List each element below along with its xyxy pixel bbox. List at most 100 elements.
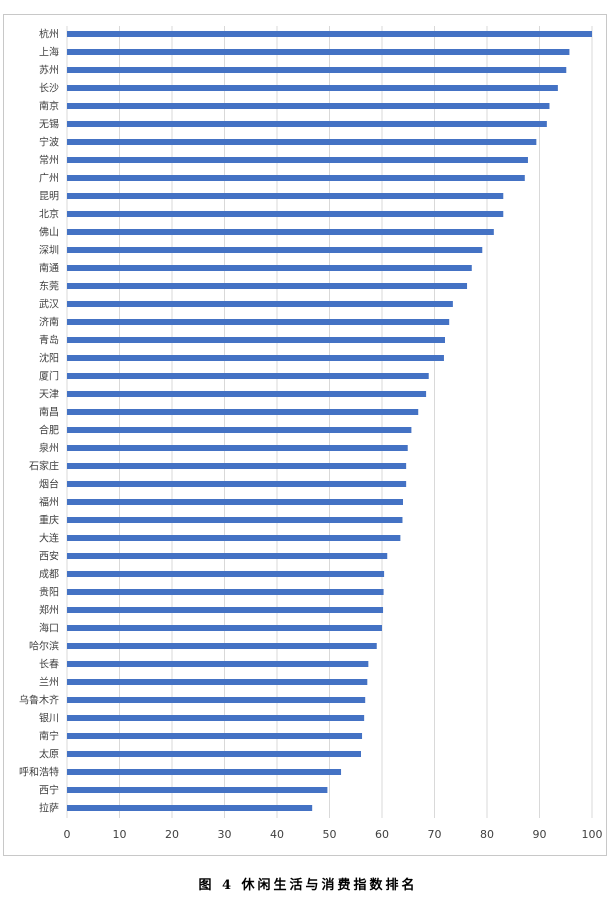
- bar-19: [67, 373, 429, 379]
- category-label: 贵阳: [39, 586, 59, 599]
- bar-36: [67, 679, 368, 685]
- category-label: 宁波: [39, 136, 59, 149]
- category-label: 长沙: [39, 83, 59, 95]
- category-label: 重庆: [39, 514, 59, 527]
- figure-caption: 图 4 休闲生活与消费指数排名: [198, 878, 418, 893]
- x-tick-label: 60: [375, 828, 389, 841]
- category-label: 烟台: [39, 478, 59, 491]
- category-label: 佛山: [39, 226, 59, 239]
- bar-31: [67, 589, 384, 595]
- bar-5: [67, 121, 547, 127]
- bar-14: [67, 283, 468, 289]
- x-tick-label: 40: [270, 828, 284, 841]
- bar-10: [67, 211, 504, 217]
- category-label: 长春: [39, 659, 59, 671]
- bar-4: [67, 103, 550, 109]
- bar-30: [67, 571, 385, 577]
- bar-25: [67, 481, 407, 487]
- category-label: 天津: [39, 389, 59, 401]
- category-label: 成都: [39, 569, 59, 581]
- bar-24: [67, 463, 407, 469]
- category-label: 青岛: [39, 334, 59, 347]
- x-tick-label: 80: [480, 828, 494, 841]
- category-label: 哈尔滨: [29, 640, 59, 653]
- category-label: 拉萨: [39, 802, 59, 815]
- bar-32: [67, 607, 384, 613]
- category-label: 福州: [39, 496, 59, 509]
- category-label: 武汉: [39, 298, 59, 311]
- bar-1: [67, 49, 570, 55]
- bar-chart: 杭州上海苏州长沙南京无锡宁波常州广州昆明北京佛山深圳南通东莞武汉济南青岛沈阳厦门…: [19, 26, 603, 841]
- bar-0: [67, 31, 592, 37]
- bar-43: [67, 805, 313, 811]
- bar-39: [67, 733, 363, 739]
- category-label: 南通: [39, 262, 59, 275]
- chart-frame: [3, 14, 607, 856]
- bar-15: [67, 301, 453, 307]
- bar-8: [67, 175, 525, 181]
- category-label: 东莞: [39, 280, 59, 293]
- category-label: 广州: [39, 173, 59, 185]
- category-label: 厦门: [39, 370, 59, 383]
- category-label: 兰州: [39, 676, 59, 689]
- bar-28: [67, 535, 401, 541]
- bar-13: [67, 265, 472, 271]
- category-label: 无锡: [39, 118, 59, 131]
- bar-2: [67, 67, 567, 73]
- x-tick-label: 30: [218, 828, 232, 841]
- category-label: 深圳: [39, 245, 59, 257]
- category-label: 石家庄: [29, 460, 59, 473]
- category-label: 海口: [39, 622, 59, 635]
- bar-38: [67, 715, 365, 721]
- bar-9: [67, 193, 504, 199]
- category-label: 常州: [39, 154, 59, 167]
- category-label: 乌鲁木齐: [19, 694, 59, 707]
- x-tick-label: 70: [428, 828, 442, 841]
- bar-26: [67, 499, 403, 505]
- bar-3: [67, 85, 558, 91]
- bar-6: [67, 139, 537, 145]
- bar-40: [67, 751, 361, 757]
- x-tick-label: 50: [323, 828, 337, 841]
- bar-21: [67, 409, 419, 415]
- category-label: 西安: [39, 550, 59, 563]
- category-label: 北京: [39, 208, 59, 221]
- x-tick-label: 100: [582, 828, 603, 841]
- bar-34: [67, 643, 377, 649]
- category-label: 西宁: [39, 784, 59, 797]
- bar-37: [67, 697, 366, 703]
- bar-23: [67, 445, 408, 451]
- category-label: 大连: [39, 532, 59, 545]
- bar-11: [67, 229, 494, 235]
- category-label: 南昌: [39, 406, 59, 419]
- bar-16: [67, 319, 450, 325]
- category-label: 昆明: [39, 191, 59, 203]
- category-label: 郑州: [39, 604, 59, 617]
- bar-20: [67, 391, 427, 397]
- category-label: 合肥: [39, 424, 59, 437]
- category-label: 南宁: [39, 730, 59, 743]
- x-tick-label: 90: [533, 828, 547, 841]
- category-label: 沈阳: [39, 352, 59, 365]
- bar-7: [67, 157, 528, 163]
- x-tick-label: 20: [165, 828, 179, 841]
- x-tick-label: 10: [113, 828, 127, 841]
- bar-17: [67, 337, 445, 343]
- bar-33: [67, 625, 382, 631]
- category-label: 太原: [39, 748, 59, 761]
- x-tick-label: 0: [64, 828, 71, 841]
- category-label: 银川: [39, 712, 59, 725]
- category-label: 苏州: [39, 64, 59, 77]
- category-labels: 杭州上海苏州长沙南京无锡宁波常州广州昆明北京佛山深圳南通东莞武汉济南青岛沈阳厦门…: [19, 28, 59, 815]
- bar-27: [67, 517, 403, 523]
- category-label: 泉州: [39, 442, 59, 455]
- bar-35: [67, 661, 369, 667]
- bar-12: [67, 247, 483, 253]
- bar-22: [67, 427, 412, 433]
- bar-18: [67, 355, 444, 361]
- bar-41: [67, 769, 342, 775]
- category-label: 济南: [39, 316, 59, 329]
- category-label: 呼和浩特: [19, 767, 59, 779]
- category-label: 上海: [39, 46, 59, 59]
- bar-29: [67, 553, 388, 559]
